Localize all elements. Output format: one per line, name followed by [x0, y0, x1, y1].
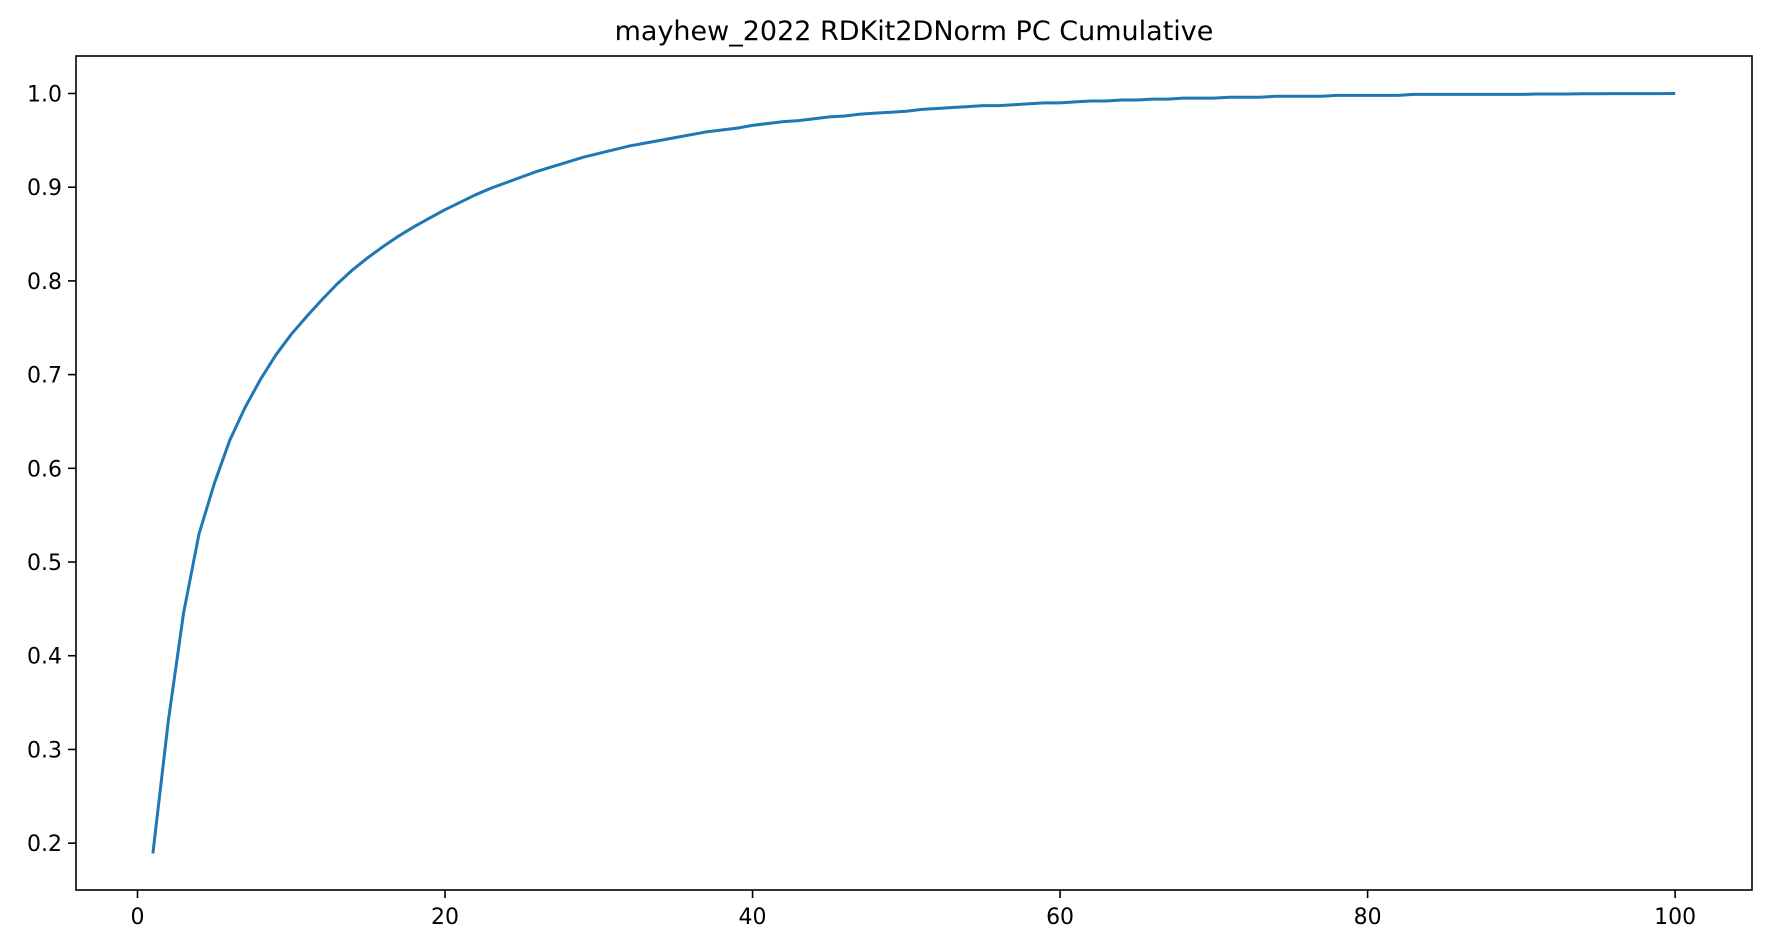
- series-line: [151, 91, 1676, 854]
- x-tick-label: 80: [1354, 905, 1382, 930]
- plot-frame: [75, 55, 1753, 891]
- x-tick-label: 60: [1046, 905, 1074, 930]
- y-tick-label: 1.0: [27, 82, 62, 107]
- chart-title: mayhew_2022 RDKit2DNorm PC Cumulative: [615, 16, 1214, 47]
- y-tick-label: 0.2: [27, 832, 62, 857]
- x-tick-label: 20: [431, 905, 459, 930]
- x-tick-label: 0: [131, 905, 145, 930]
- x-tick-label: 40: [739, 905, 767, 930]
- y-tick-label: 0.9: [27, 176, 62, 201]
- y-tick-label: 0.8: [27, 270, 62, 295]
- y-axis: 0.2 0.3 0.4 0.5 0.6 0.7 0.8 0.9 1.0: [27, 82, 76, 857]
- y-tick-label: 0.4: [27, 645, 62, 670]
- x-axis: 0 20 40 60 80 100: [131, 890, 1696, 930]
- x-tick-label: 100: [1654, 905, 1696, 930]
- y-tick-label: 0.6: [27, 457, 62, 482]
- y-tick-label: 0.5: [27, 551, 62, 576]
- y-tick-label: 0.3: [27, 738, 62, 763]
- y-tick-label: 0.7: [27, 364, 62, 389]
